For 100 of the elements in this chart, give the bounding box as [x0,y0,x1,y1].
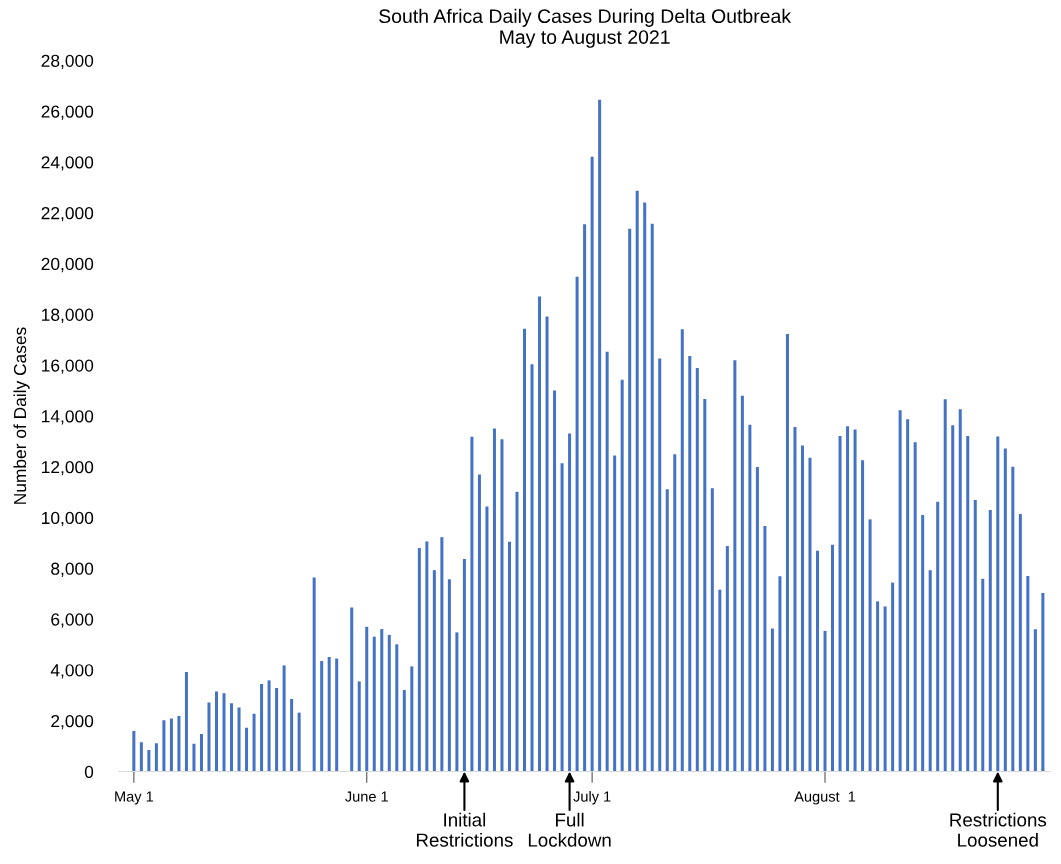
bar [755,467,759,772]
bar [943,399,947,772]
bar [357,681,361,772]
bar [883,606,887,772]
bar [868,519,872,772]
x-tick-label: May 1 [115,791,153,805]
bar [207,702,211,772]
bar [245,727,249,772]
bar [530,364,534,772]
bar [1003,448,1007,772]
bar [312,577,316,772]
bar [560,463,564,772]
bar [545,316,549,772]
bar [650,223,654,772]
y-tick-label: 18,000 [42,308,94,323]
bar [507,541,511,772]
bar [177,715,181,772]
bar [154,743,158,772]
y-tick-label: 20,000 [41,257,94,273]
bar [365,626,369,772]
y-tick-label: 22,000 [41,207,94,222]
bar [275,688,279,772]
bar [290,698,294,772]
y-tick-label: 14,000 [42,410,94,425]
bar [380,629,384,772]
bar [846,426,850,772]
bar [538,296,542,772]
bar [447,579,451,772]
bar [350,607,354,772]
bar [613,455,617,772]
y-tick-label: 6,000 [51,613,94,628]
bar [785,333,789,772]
bar [958,409,962,772]
bar [898,410,902,772]
bar [590,156,594,772]
bar [214,691,218,772]
y-tick-label: 4,000 [50,664,94,679]
bar [147,749,151,772]
y-axis-title: Number of Daily Cases [13,327,30,504]
bar [1026,576,1030,772]
bar [710,488,714,772]
bar [425,541,429,772]
annotation: Full Lockdown [528,812,611,847]
x-tick-label: August 1 [794,791,856,805]
y-tick-label: 10,000 [42,511,94,527]
bar [816,550,819,772]
annotation: Restrictions Loosened [950,812,1047,847]
bar [583,224,587,772]
bar [1041,593,1045,772]
bar [598,99,602,772]
x-tick-label: July 1 [573,791,611,805]
bar [372,636,376,772]
bar [410,666,414,772]
bar [838,436,842,772]
bar [417,548,421,772]
bar [763,525,767,772]
bar [643,202,647,772]
bar [515,491,519,772]
bar [500,439,504,772]
bar [703,399,707,772]
bar [282,665,286,772]
y-tick-label: 2,000 [51,714,94,730]
bar [320,661,324,772]
bar [913,442,917,772]
bar [748,424,752,772]
bar [132,730,136,772]
bar [695,368,699,772]
bar [921,515,925,772]
y-tick-label: 8,000 [51,562,94,577]
bar [230,703,234,772]
bar [492,428,496,772]
y-tick-label: 0 [84,765,94,779]
bar [966,436,970,772]
bar [252,713,256,772]
bar [477,474,481,772]
bar [1033,629,1037,772]
y-tick-label: 12,000 [42,460,94,476]
bar [485,506,489,772]
bar [725,546,729,772]
bar [199,733,203,772]
bar [718,589,722,772]
bar [808,457,812,772]
bar [1018,514,1022,772]
bar [823,630,827,772]
bar [688,356,692,772]
bar [673,454,677,772]
bar [553,390,557,772]
bar [470,436,474,772]
bar [680,329,684,772]
bar [387,634,391,772]
bar [951,425,955,772]
bar [988,509,992,772]
bar [861,460,865,772]
bar [402,690,406,772]
bar [440,537,444,772]
y-tick-label: 26,000 [41,105,94,120]
bar [455,632,459,772]
bar [192,743,196,772]
bar [928,570,932,772]
bar [184,672,188,772]
